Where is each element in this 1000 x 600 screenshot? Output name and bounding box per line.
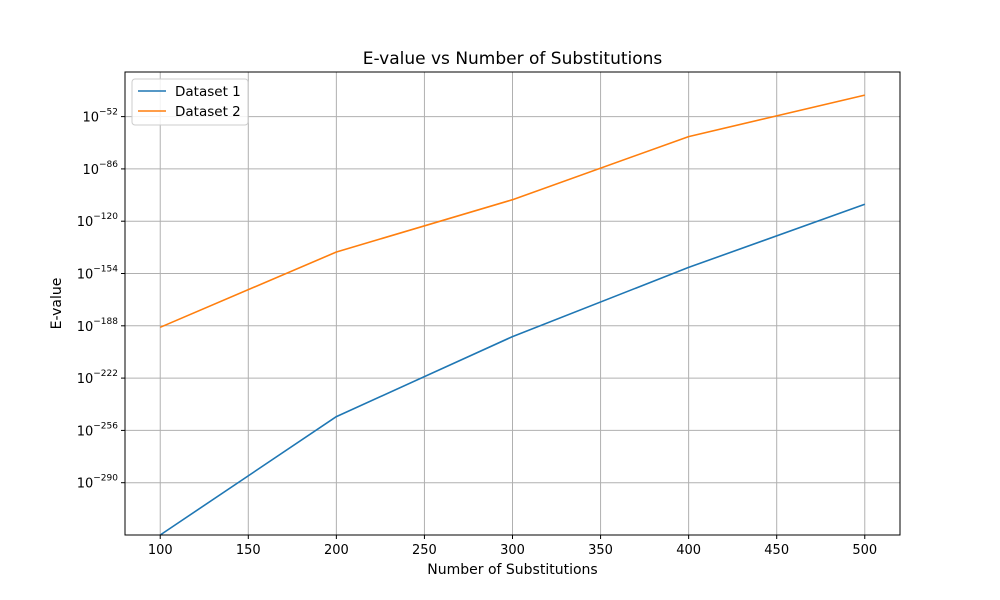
x-axis-label: Number of Substitutions bbox=[427, 562, 597, 578]
x-tick-label: 350 bbox=[588, 543, 613, 558]
legend-label-dataset-1: Dataset 1 bbox=[175, 84, 241, 100]
x-tick-label: 100 bbox=[148, 543, 173, 558]
x-tick-label: 250 bbox=[412, 543, 437, 558]
series-lines bbox=[159, 94, 866, 536]
series-line-dataset-1 bbox=[159, 203, 866, 536]
x-tick-label: 150 bbox=[236, 543, 261, 558]
chart-title: E-value vs Number of Substitutions bbox=[363, 49, 663, 69]
x-tick-label: 400 bbox=[676, 543, 701, 558]
series-line-dataset-2 bbox=[159, 94, 865, 329]
x-tick-label: 200 bbox=[324, 543, 349, 558]
x-tick-label: 500 bbox=[852, 543, 877, 558]
legend: Dataset 1 Dataset 2 bbox=[131, 78, 249, 126]
legend-label-dataset-2: Dataset 2 bbox=[175, 104, 241, 120]
x-tick-label: 450 bbox=[764, 543, 789, 558]
x-axis-ticks: 100 150 200 250 300 350 400 450 500 bbox=[148, 535, 877, 558]
y-axis-label: E-value bbox=[49, 278, 65, 330]
x-tick-label: 300 bbox=[500, 543, 525, 558]
